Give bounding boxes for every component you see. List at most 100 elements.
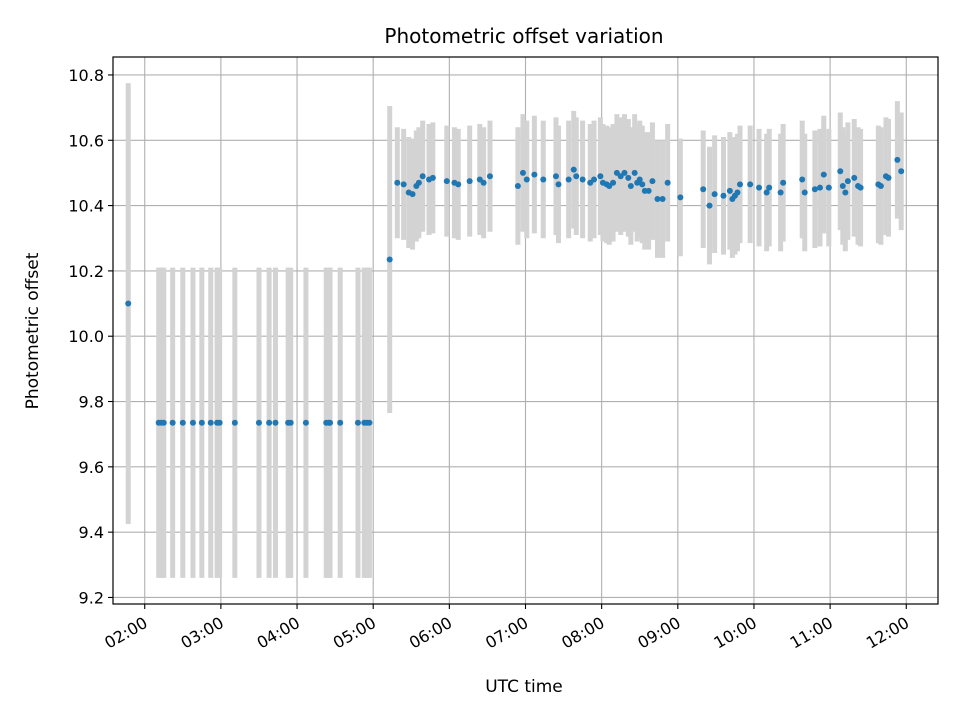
data-point <box>726 187 733 194</box>
data-point <box>337 419 344 426</box>
data-point <box>894 156 901 163</box>
data-point <box>198 419 205 426</box>
data-point <box>677 194 684 201</box>
y-tick-label: 10.8 <box>68 66 104 85</box>
chart-title: Photometric offset variation <box>384 24 663 48</box>
data-point <box>636 176 643 183</box>
data-point <box>366 419 373 426</box>
data-point <box>844 178 851 185</box>
data-point <box>711 191 718 198</box>
data-point <box>645 187 652 194</box>
data-point <box>877 182 884 189</box>
data-point <box>885 174 892 181</box>
data-point <box>625 174 632 181</box>
data-point <box>125 300 132 307</box>
data-point <box>747 181 754 188</box>
data-point <box>839 182 846 189</box>
y-tick-label: 10.6 <box>68 131 104 150</box>
x-axis-title: UTC time <box>485 677 563 697</box>
data-point <box>801 189 808 196</box>
data-point <box>443 178 450 185</box>
data-point <box>552 173 559 180</box>
data-point <box>898 168 905 175</box>
data-point <box>455 181 462 188</box>
data-point <box>664 179 671 186</box>
y-tick-label: 9.4 <box>79 523 104 542</box>
data-point <box>189 419 196 426</box>
data-point <box>255 419 262 426</box>
data-point <box>610 179 617 186</box>
data-point <box>540 176 547 183</box>
data-point <box>756 184 763 191</box>
data-point <box>287 419 294 426</box>
y-axis-title: Photometric offset <box>23 252 43 409</box>
data-point <box>386 256 393 263</box>
data-point <box>514 182 521 189</box>
data-point <box>649 178 656 185</box>
data-point <box>799 176 806 183</box>
data-point <box>570 166 577 173</box>
data-point <box>169 419 176 426</box>
data-point <box>579 176 586 183</box>
data-point <box>720 192 727 199</box>
data-point <box>621 169 628 176</box>
data-point <box>531 171 538 178</box>
data-point <box>591 176 598 183</box>
data-point <box>400 181 407 188</box>
data-point <box>825 184 832 191</box>
data-point <box>639 181 646 188</box>
data-point <box>627 182 634 189</box>
data-point <box>160 419 167 426</box>
data-point <box>851 174 858 181</box>
data-point <box>415 179 422 186</box>
data-point <box>466 178 473 185</box>
data-point <box>737 181 743 188</box>
y-tick-label: 9.6 <box>79 458 104 477</box>
data-point <box>480 179 487 186</box>
data-points <box>125 156 905 426</box>
y-tick-label: 9.2 <box>79 588 104 607</box>
data-point <box>700 186 707 193</box>
data-point <box>659 196 666 203</box>
data-point <box>734 189 741 196</box>
data-point <box>766 184 773 191</box>
data-point <box>266 419 273 426</box>
data-point <box>763 189 770 196</box>
data-point <box>573 173 580 180</box>
data-point <box>597 173 604 180</box>
data-point <box>302 419 309 426</box>
data-point <box>272 419 279 426</box>
data-point <box>486 173 493 180</box>
data-point <box>419 173 426 180</box>
data-point <box>519 169 526 176</box>
data-point <box>837 168 844 175</box>
y-axis-ticks: 9.2 9.4 9.6 9.8 10.0 10.2 10.4 10.6 10.8 <box>68 66 113 607</box>
data-point <box>231 419 238 426</box>
data-point <box>842 189 849 196</box>
data-point <box>777 189 784 196</box>
data-point <box>820 171 827 178</box>
data-point <box>179 419 186 426</box>
data-point <box>654 196 661 203</box>
data-point <box>523 176 530 183</box>
y-tick-label: 10.2 <box>68 262 104 281</box>
data-point <box>565 176 572 183</box>
data-point <box>207 419 214 426</box>
data-point <box>811 186 818 193</box>
data-point <box>857 184 864 191</box>
y-tick-label: 10.4 <box>68 197 104 216</box>
data-point <box>631 169 638 176</box>
data-point <box>780 179 787 186</box>
data-point <box>409 191 416 198</box>
data-point <box>216 419 223 426</box>
data-point <box>555 181 562 188</box>
data-point <box>816 184 823 191</box>
data-point <box>429 174 436 181</box>
y-tick-label: 9.8 <box>79 393 104 412</box>
data-point <box>354 419 361 426</box>
data-point <box>394 179 401 186</box>
data-point <box>706 202 713 209</box>
data-point <box>327 419 334 426</box>
